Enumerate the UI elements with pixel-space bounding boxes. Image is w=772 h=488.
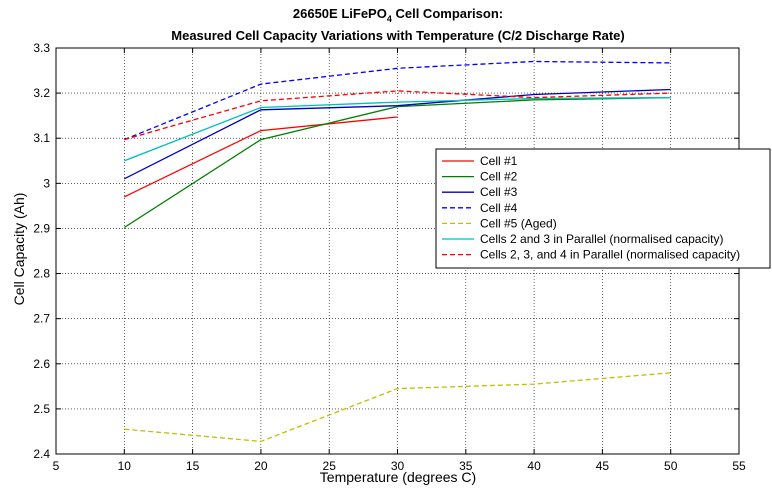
chart-title-tail: Cell Comparison: <box>392 6 503 21</box>
x-axis-label: Temperature (degrees C) <box>320 469 476 485</box>
x-tick-label: 40 <box>527 459 541 473</box>
legend-entry-label: Cell #4 <box>480 201 518 215</box>
x-tick-label: 20 <box>254 459 268 473</box>
y-tick-label: 3.3 <box>33 41 50 55</box>
legend-entry-label: Cell #1 <box>480 154 518 168</box>
y-tick-label: 2.9 <box>33 221 50 235</box>
legend-entry-label: Cell #2 <box>480 170 518 184</box>
chart-title-main: 26650E LiFePO <box>293 6 387 21</box>
legend-entry-label: Cells 2 and 3 in Parallel (normalised ca… <box>480 232 723 246</box>
x-tick-label: 50 <box>664 459 678 473</box>
y-tick-label: 2.4 <box>33 447 50 461</box>
x-tick-label: 45 <box>596 459 610 473</box>
y-tick-label: 3 <box>43 176 50 190</box>
y-tick-label: 3.2 <box>33 86 50 100</box>
y-tick-label: 2.8 <box>33 267 50 281</box>
y-tick-label: 2.7 <box>33 312 50 326</box>
x-tick-label: 55 <box>732 459 746 473</box>
y-tick-label: 3.1 <box>33 131 50 145</box>
legend-entry-label: Cell #5 (Aged) <box>480 216 557 230</box>
x-tick-label: 15 <box>186 459 200 473</box>
y-axis-label: Cell Capacity (Ah) <box>11 193 27 306</box>
chart-title-line2: Measured Cell Capacity Variations with T… <box>171 28 624 43</box>
y-tick-label: 2.5 <box>33 402 50 416</box>
y-tick-label: 2.6 <box>33 357 50 371</box>
x-tick-label: 10 <box>118 459 132 473</box>
x-tick-label: 5 <box>53 459 60 473</box>
legend-entry-label: Cells 2, 3, and 4 in Parallel (normalise… <box>480 248 740 262</box>
legend-entry-label: Cell #3 <box>480 185 518 199</box>
